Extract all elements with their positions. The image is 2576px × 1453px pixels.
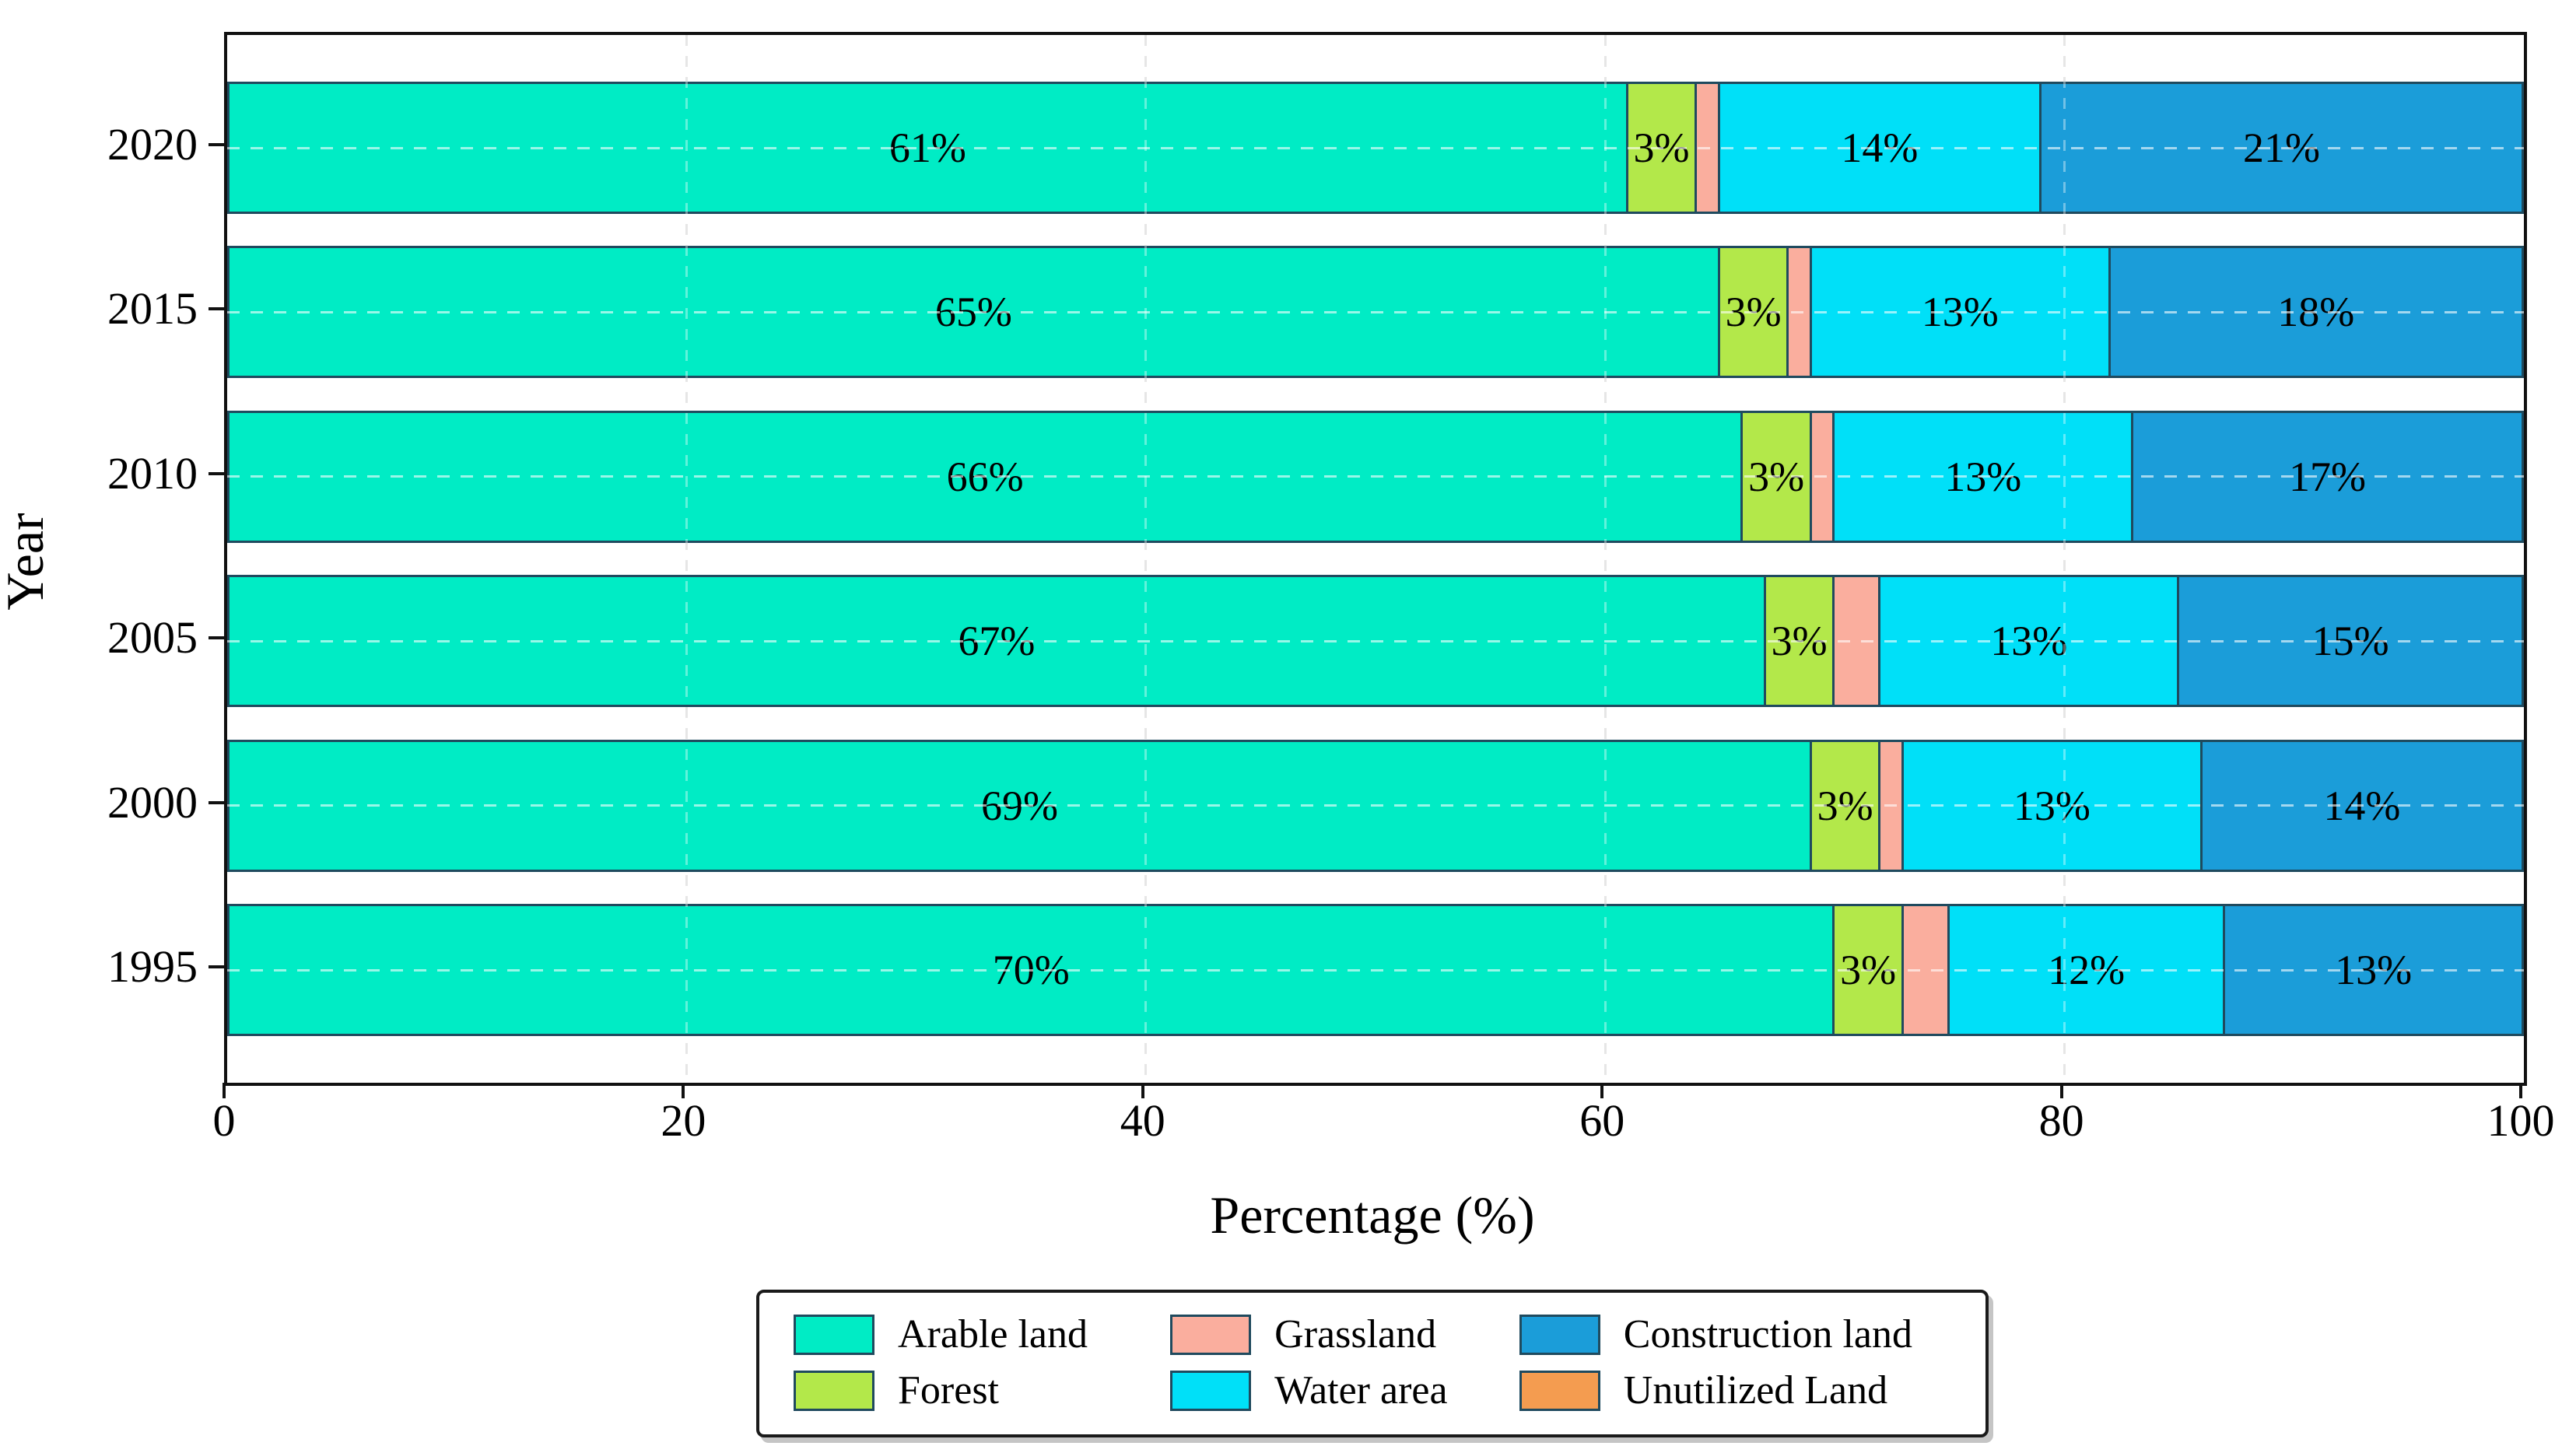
- y-tick-label: 2010: [107, 447, 198, 499]
- legend-swatch: [1519, 1315, 1600, 1355]
- y-tick-mark: [209, 307, 226, 311]
- x-tick-label: 20: [661, 1095, 706, 1146]
- x-tick-label: 0: [212, 1095, 236, 1146]
- legend-item-arable-land: Arable land: [794, 1315, 1139, 1355]
- y-tick-mark: [209, 800, 226, 804]
- vertical-gridline: [685, 35, 688, 1083]
- legend-item-unutilized-land: Unutilized Land: [1519, 1371, 1951, 1411]
- y-tick-mark: [209, 965, 226, 968]
- legend-label: Construction land: [1623, 1312, 1912, 1357]
- y-tick-mark: [209, 143, 226, 146]
- x-tick-mark: [223, 1083, 226, 1098]
- y-tick-label: 1995: [107, 941, 198, 992]
- x-tick-mark: [1141, 1083, 1144, 1098]
- vertical-gridline: [2063, 35, 2066, 1083]
- legend-swatch: [794, 1371, 874, 1411]
- legend-swatch: [1170, 1371, 1252, 1411]
- x-tick-label: 80: [2038, 1095, 2084, 1146]
- y-tick-mark: [209, 471, 226, 475]
- plot-area: 61% 3% 14% 21% 65% 3% 13% 18% 66% 3% 13% 17% 67% 3% 13…: [224, 32, 2527, 1086]
- legend-label: Forest: [898, 1368, 999, 1413]
- vertical-gridline-overlay: [685, 35, 688, 1083]
- legend-item-forest: Forest: [794, 1371, 1139, 1411]
- legend-label: Arable land: [898, 1312, 1088, 1357]
- x-tick-mark: [2519, 1083, 2522, 1098]
- legend-item-water-area: Water area: [1170, 1371, 1488, 1411]
- horizontal-gridline: [227, 310, 2524, 313]
- y-tick-label: 2020: [107, 119, 198, 170]
- x-tick-label: 100: [2487, 1095, 2555, 1146]
- x-tick-mark: [682, 1083, 685, 1098]
- legend-swatch: [794, 1315, 874, 1355]
- x-tick-label: 60: [1579, 1095, 1625, 1146]
- y-tick-label: 2000: [107, 776, 198, 828]
- vertical-gridline-overlay: [1144, 35, 1148, 1083]
- x-tick-label: 40: [1120, 1095, 1165, 1146]
- legend-item-grassland: Grassland: [1170, 1315, 1488, 1355]
- vertical-gridline-overlay: [1603, 35, 1607, 1083]
- y-tick-label: 2015: [107, 283, 198, 334]
- horizontal-gridline: [227, 475, 2524, 478]
- legend-swatch: [1170, 1315, 1252, 1355]
- y-axis-label: Year: [0, 513, 54, 611]
- legend-label: Unutilized Land: [1623, 1368, 1888, 1413]
- legend-label: Grassland: [1274, 1312, 1437, 1357]
- vertical-gridline: [1603, 35, 1607, 1083]
- legend: Arable land Forest Grassland Water area Cons…: [756, 1290, 1989, 1437]
- legend-item-construction-land: Construction land: [1519, 1315, 1951, 1355]
- x-axis-label: Percentage (%): [1210, 1185, 1535, 1245]
- horizontal-gridline: [227, 968, 2524, 972]
- y-tick-label: 2005: [107, 612, 198, 663]
- legend-swatch: [1519, 1371, 1600, 1411]
- horizontal-gridline: [227, 639, 2524, 642]
- x-tick-mark: [1600, 1083, 1604, 1098]
- horizontal-gridline: [227, 146, 2524, 149]
- vertical-gridline: [1144, 35, 1148, 1083]
- x-tick-mark: [2059, 1083, 2063, 1098]
- legend-label: Water area: [1274, 1368, 1448, 1413]
- y-tick-mark: [209, 636, 226, 640]
- vertical-gridline-overlay: [2063, 35, 2066, 1083]
- horizontal-gridline: [227, 804, 2524, 807]
